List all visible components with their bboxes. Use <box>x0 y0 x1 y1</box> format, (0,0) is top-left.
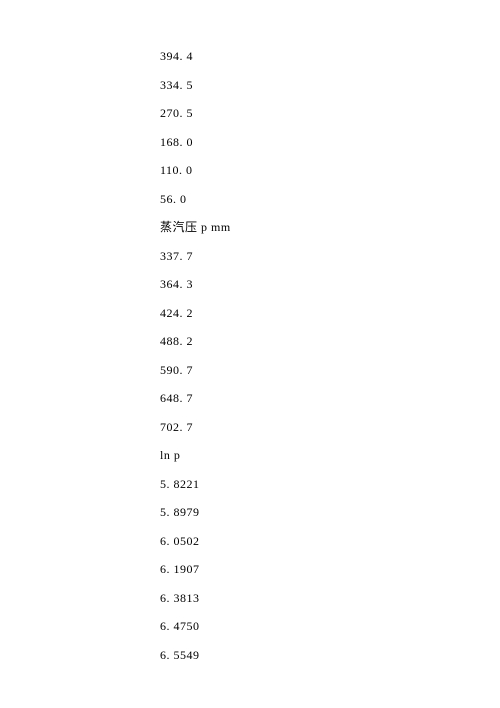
data-line: 702. 7 <box>160 421 500 433</box>
section-header: ln p <box>160 449 500 461</box>
data-line: 6. 4750 <box>160 620 500 632</box>
document-page: 394. 4 334. 5 270. 5 168. 0 110. 0 56. 0… <box>0 0 500 708</box>
data-line: 56. 0 <box>160 193 500 205</box>
data-line: 364. 3 <box>160 278 500 290</box>
data-line: 110. 0 <box>160 164 500 176</box>
data-line: 6. 1907 <box>160 563 500 575</box>
data-line: 5. 8221 <box>160 478 500 490</box>
data-line: 337. 7 <box>160 250 500 262</box>
data-line: 424. 2 <box>160 307 500 319</box>
data-line: 590. 7 <box>160 364 500 376</box>
data-line: 6. 5549 <box>160 649 500 661</box>
data-line: 334. 5 <box>160 79 500 91</box>
data-line: 394. 4 <box>160 50 500 62</box>
data-line: 488. 2 <box>160 335 500 347</box>
section-header: 蒸汽压 p mm <box>160 221 500 233</box>
data-line: 6. 3813 <box>160 592 500 604</box>
data-line: 648. 7 <box>160 392 500 404</box>
data-line: 168. 0 <box>160 136 500 148</box>
data-line: 6. 0502 <box>160 535 500 547</box>
data-line: 270. 5 <box>160 107 500 119</box>
data-line: 5. 8979 <box>160 506 500 518</box>
